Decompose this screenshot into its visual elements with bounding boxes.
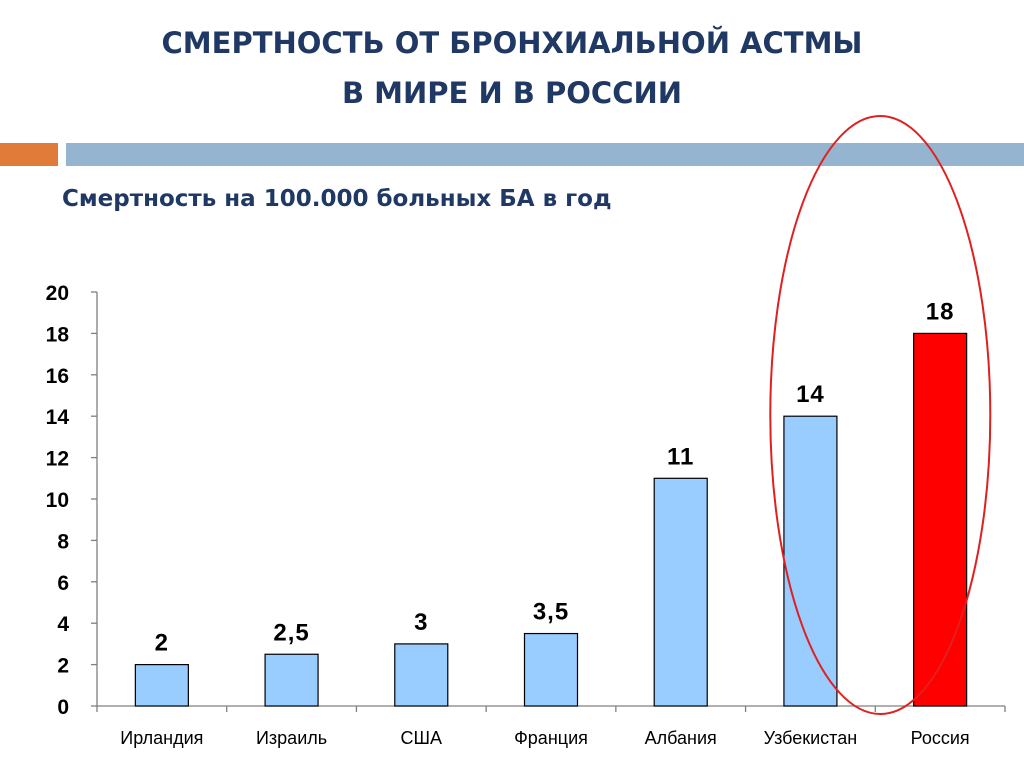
highlight-ellipse <box>769 115 992 715</box>
data-label: 3 <box>414 609 428 636</box>
title-line-2: В МИРЕ И В РОССИИ <box>341 76 683 110</box>
category-label: Израиль <box>256 728 327 748</box>
y-tick-label: 0 <box>57 696 69 719</box>
bar-6 <box>783 415 838 707</box>
bar-3 <box>394 643 449 707</box>
data-label: 2,5 <box>273 619 309 646</box>
category-label: Албания <box>645 728 717 748</box>
y-tick-label: 20 <box>46 282 69 305</box>
data-label: 14 <box>796 381 825 408</box>
title-line-1: СМЕРТНОСТЬ ОТ БРОНХИАЛЬНОЙ АСТМЫ <box>161 26 863 60</box>
category-label: Узбекистан <box>764 728 858 748</box>
decor-band-orange <box>0 143 58 166</box>
y-tick-label: 2 <box>57 655 69 678</box>
y-tick-label: 18 <box>46 323 70 346</box>
y-tick-label: 8 <box>57 530 69 553</box>
category-label: Россия <box>911 728 970 748</box>
y-tick-label: 16 <box>46 365 69 388</box>
bar-1 <box>134 663 189 707</box>
bar-4 <box>523 632 579 707</box>
highlight-overlay <box>769 115 992 715</box>
chart-labels: 2 Ирландия 2,5 Израиль 3 США 3,5 Франция 11 Албан… <box>120 298 969 748</box>
chart-bars <box>134 332 968 707</box>
y-tick-label: 10 <box>46 489 69 512</box>
category-label: Ирландия <box>120 728 203 748</box>
bar-2 <box>264 653 319 707</box>
data-label: 11 <box>667 443 694 470</box>
chart-subtitle: Смертность на 100.000 больных БА в год <box>62 186 612 212</box>
data-label: 3,5 <box>533 599 569 626</box>
y-tick-label: 6 <box>57 572 69 595</box>
bar-7 <box>913 332 968 707</box>
y-tick-label: 14 <box>46 406 70 429</box>
data-label: 18 <box>926 298 955 325</box>
category-label: Франция <box>514 728 588 748</box>
category-label: США <box>401 728 443 748</box>
data-label: 2 <box>155 630 169 657</box>
y-tick-label: 12 <box>46 448 69 471</box>
decor-band-blue <box>66 143 1024 166</box>
slide-title: СМЕРТНОСТЬ ОТ БРОНХИАЛЬНОЙ АСТМЫ В МИРЕ … <box>0 18 1024 118</box>
bar-5 <box>653 477 708 707</box>
y-tick-label: 4 <box>57 613 69 636</box>
